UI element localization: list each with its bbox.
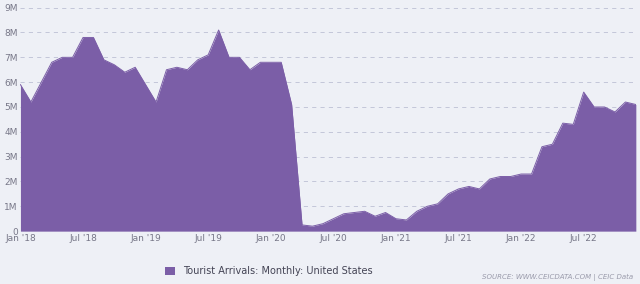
Legend: Tourist Arrivals: Monthly: United States: Tourist Arrivals: Monthly: United States — [165, 266, 372, 276]
Text: SOURCE: WWW.CEICDATA.COM | CEIC Data: SOURCE: WWW.CEICDATA.COM | CEIC Data — [483, 274, 634, 281]
